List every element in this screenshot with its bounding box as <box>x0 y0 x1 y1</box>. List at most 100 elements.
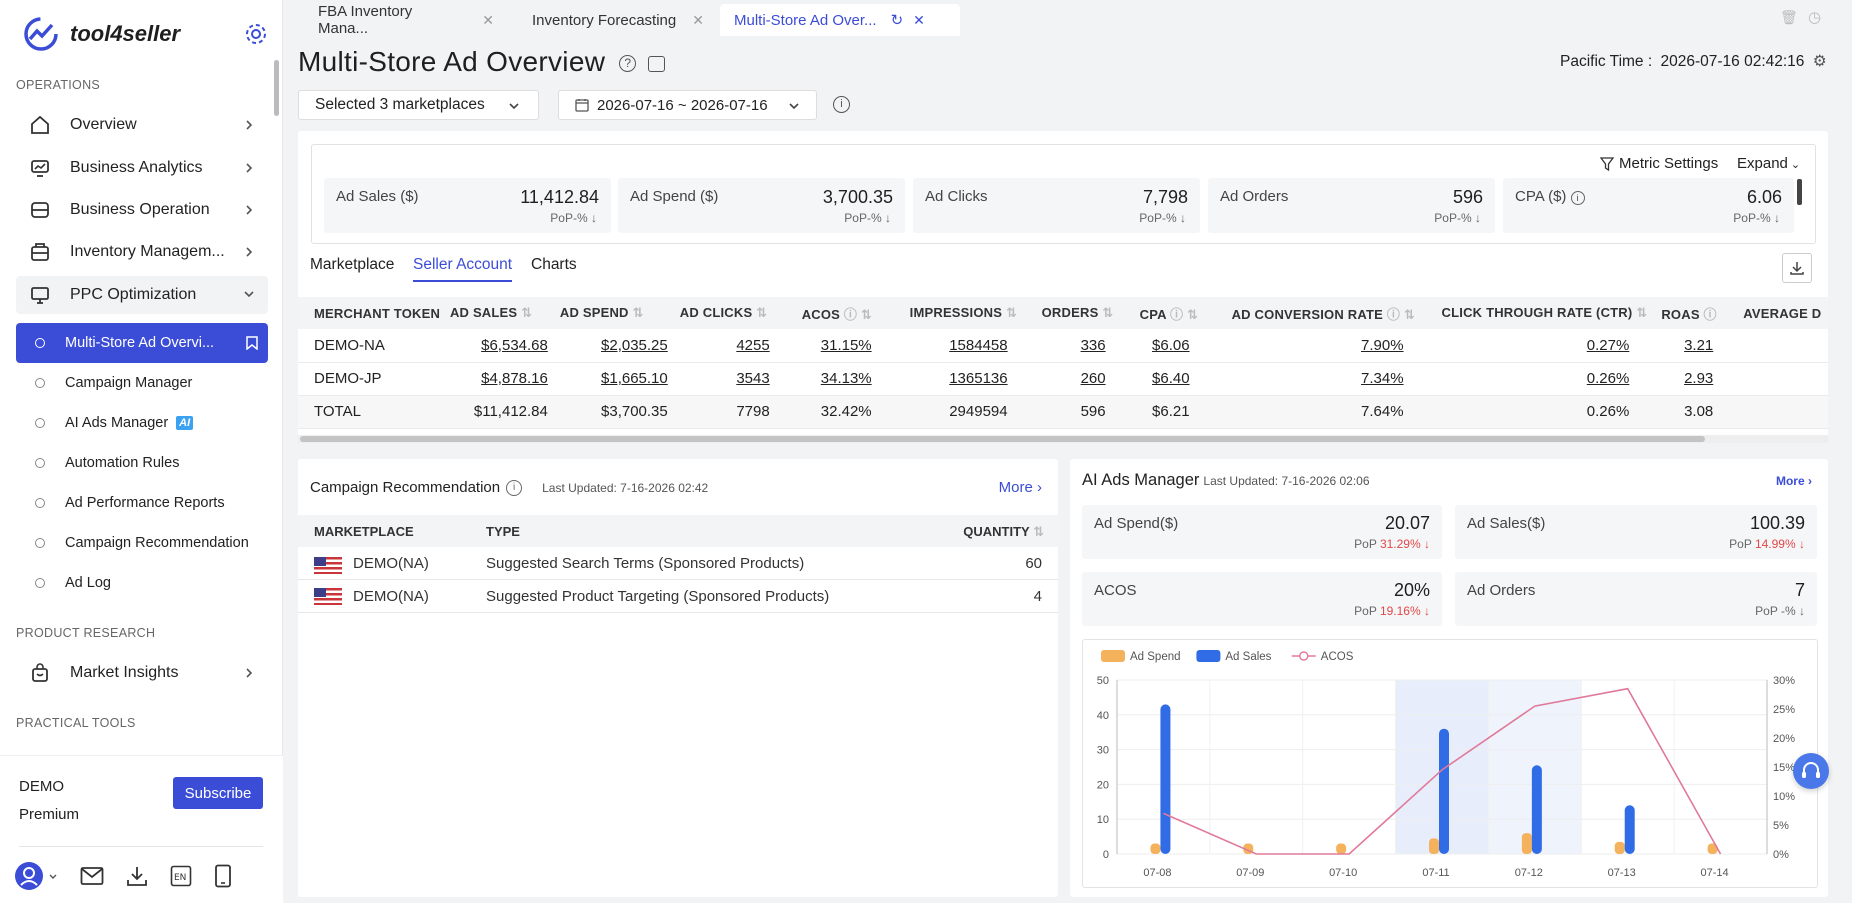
cell-acos[interactable]: 34.13% <box>781 362 884 396</box>
metric-card-ad-sales[interactable]: Ad Sales ($) 11,412.84 PoP-% ↓ <box>324 178 611 233</box>
export-button[interactable] <box>1782 253 1812 283</box>
cell-impressions[interactable]: 1584458 <box>883 329 1018 363</box>
divider <box>19 846 263 847</box>
gear-icon[interactable]: ⚙ <box>1812 53 1827 70</box>
table-row[interactable]: DEMO(NA) Suggested Product Targeting (Sp… <box>298 580 1058 613</box>
refresh-icon[interactable]: ↻ <box>890 12 904 29</box>
cell-roas[interactable]: 2.93 <box>1647 362 1734 396</box>
language-icon[interactable]: EN <box>170 865 192 887</box>
table-scrollbar-thumb[interactable] <box>300 436 1705 442</box>
mobile-icon[interactable] <box>214 864 232 888</box>
col-acos[interactable]: ACOS ⓘ ⇅ <box>781 297 884 329</box>
tab-seller-account[interactable]: Seller Account <box>413 256 513 282</box>
help-icon[interactable]: ? <box>619 55 637 73</box>
col-ad-clicks[interactable]: AD CLICKS ⇅ <box>669 297 782 329</box>
subscribe-button[interactable]: Subscribe <box>173 777 263 809</box>
col-ad-sales[interactable]: AD SALES ⇅ <box>449 297 560 329</box>
cell-orders[interactable]: 336 <box>1017 329 1116 363</box>
app-name: tool4seller <box>70 21 181 46</box>
sidebar-subitem-campaign-manager[interactable]: Campaign Manager <box>16 366 268 400</box>
metric-card-ad-orders[interactable]: Ad Orders 596 PoP-% ↓ <box>1208 178 1495 233</box>
close-icon[interactable]: ✕ <box>482 11 494 28</box>
support-headset-icon[interactable] <box>1793 753 1829 789</box>
close-icon[interactable]: ✕ <box>913 11 925 28</box>
trash-icon[interactable]: 🗑 <box>1780 9 1798 25</box>
cell-cpa[interactable]: $6.40 <box>1115 362 1208 396</box>
cell-ad-spend[interactable]: $1,665.10 <box>559 362 670 396</box>
cell-ctr[interactable]: 0.27% <box>1417 329 1648 363</box>
cell-impressions[interactable]: 1365136 <box>883 362 1018 396</box>
col-quantity[interactable]: QUANTITY ⇅ <box>963 524 1044 539</box>
campaign-rec-more-link[interactable]: More › <box>998 479 1042 496</box>
expand-button[interactable]: Expand ⌄ <box>1737 155 1800 172</box>
sidebar-item-ppc-optimization[interactable]: PPC Optimization <box>16 276 268 314</box>
cell-conversion[interactable]: 7.90% <box>1207 329 1418 363</box>
cell-ad-spend[interactable]: $2,035.25 <box>559 329 670 363</box>
close-icon[interactable]: ✕ <box>692 11 704 28</box>
col-orders[interactable]: ORDERS ⇅ <box>1017 297 1116 329</box>
tab-marketplace[interactable]: Marketplace <box>310 256 395 273</box>
sidebar-scrollbar[interactable] <box>274 60 279 116</box>
sidebar-item-overview[interactable]: Overview <box>16 107 268 143</box>
metric-settings-button[interactable]: Metric Settings <box>1600 155 1718 172</box>
metric-value: 3,700.35 <box>822 187 893 207</box>
campaign-rec-header: Campaign Recommendation i Last Updated: … <box>310 479 708 496</box>
table-row[interactable]: DEMO(NA) Suggested Search Terms (Sponsor… <box>298 547 1058 580</box>
ai-card-ad-sales[interactable]: Ad Sales($) 100.39 PoP 14.99% ↓ <box>1455 505 1817 559</box>
sidebar-item-business-analytics[interactable]: Business Analytics <box>16 150 268 186</box>
col-ctr[interactable]: CLICK THROUGH RATE (CTR) ⇅ <box>1417 297 1648 329</box>
sidebar-subitem-campaign-recommendation[interactable]: Campaign Recommendation <box>16 526 268 560</box>
avatar-icon[interactable] <box>14 861 58 891</box>
sidebar-subitem-ad-performance-reports[interactable]: Ad Performance Reports <box>16 486 268 520</box>
cell-roas[interactable]: 3.21 <box>1647 329 1734 363</box>
ai-card-label: ACOS <box>1094 582 1137 599</box>
sidebar-item-inventory-management[interactable]: Inventory Managem... <box>16 234 268 270</box>
col-cpa[interactable]: CPA ⓘ ⇅ <box>1115 297 1208 329</box>
tab-fba-inventory[interactable]: FBA Inventory Mana... ✕ <box>284 3 494 37</box>
metric-card-cpa[interactable]: CPA ($) i 6.06 PoP-% ↓ <box>1503 178 1794 233</box>
tab-charts[interactable]: Charts <box>531 256 577 273</box>
sidebar-item-business-operation[interactable]: Business Operation <box>16 192 268 228</box>
cell-ad-clicks[interactable]: 4255 <box>669 329 782 363</box>
sidebar-subitem-automation-rules[interactable]: Automation Rules <box>16 446 268 480</box>
date-range-picker[interactable]: 2026-07-16 ~ 2026-07-16 <box>558 90 817 120</box>
cell-ctr[interactable]: 0.26% <box>1417 362 1648 396</box>
cell-ad-sales[interactable]: $6,534.68 <box>449 329 560 363</box>
cell-conversion[interactable]: 7.34% <box>1207 362 1418 396</box>
metric-card-ad-spend[interactable]: Ad Spend ($) 3,700.35 PoP-% ↓ <box>618 178 905 233</box>
cell-acos[interactable]: 31.15% <box>781 329 884 363</box>
sidebar-subitem-multi-store-ad-overview[interactable]: Multi-Store Ad Overvi... <box>16 323 268 363</box>
mail-icon[interactable] <box>80 866 104 886</box>
col-roas[interactable]: ROAS ⓘ <box>1647 297 1734 329</box>
bookmark-icon[interactable] <box>246 336 258 350</box>
download-icon[interactable] <box>126 865 148 887</box>
chevron-down-icon: ⌄ <box>1790 159 1801 171</box>
cell-cpa[interactable]: $6.06 <box>1115 329 1208 363</box>
col-impressions[interactable]: IMPRESSIONS ⇅ <box>883 297 1018 329</box>
info-icon[interactable]: i <box>506 479 523 496</box>
sidebar-subitem-ad-log[interactable]: Ad Log <box>16 566 268 600</box>
settings-gear-icon[interactable] <box>244 22 268 51</box>
ai-ads-more-link[interactable]: More › <box>1775 474 1812 488</box>
col-ad-spend[interactable]: AD SPEND ⇅ <box>559 297 670 329</box>
app-logo[interactable]: tool4seller <box>24 16 180 52</box>
cell-ad-sales[interactable]: $4,878.16 <box>449 362 560 396</box>
info-icon[interactable]: i <box>833 96 850 113</box>
tab-inventory-forecasting[interactable]: Inventory Forecasting ✕ <box>498 4 708 36</box>
ai-card-acos[interactable]: ACOS 20% PoP 19.16% ↓ <box>1082 572 1442 626</box>
cell-orders[interactable]: 260 <box>1017 362 1116 396</box>
sidebar-item-market-insights[interactable]: Market Insights <box>16 655 268 691</box>
tab-multi-store-ad-overview[interactable]: Multi-Store Ad Over... ↻ ✕ <box>720 4 960 36</box>
col-average[interactable]: AVERAGE D <box>1733 297 1828 329</box>
cell-ad-clicks[interactable]: 3543 <box>669 362 782 396</box>
ai-card-ad-spend[interactable]: Ad Spend($) 20.07 PoP 31.29% ↓ <box>1082 505 1442 559</box>
external-link-icon[interactable] <box>648 55 666 72</box>
ai-card-ad-orders[interactable]: Ad Orders 7 PoP -% ↓ <box>1455 572 1817 626</box>
marketplace-select[interactable]: Selected 3 marketplaces <box>298 90 539 120</box>
sidebar-subitem-ai-ads-manager[interactable]: AI Ads Manager AI <box>16 406 268 440</box>
clock-icon[interactable]: ◷ <box>1808 9 1822 26</box>
col-ad-conversion-rate[interactable]: AD CONVERSION RATE ⓘ ⇅ <box>1207 297 1418 329</box>
sidebar: tool4seller OPERATIONS Overview Business… <box>0 0 283 903</box>
metric-card-ad-clicks[interactable]: Ad Clicks 7,798 PoP-% ↓ <box>913 178 1200 233</box>
metrics-scrollbar[interactable] <box>1797 179 1802 205</box>
